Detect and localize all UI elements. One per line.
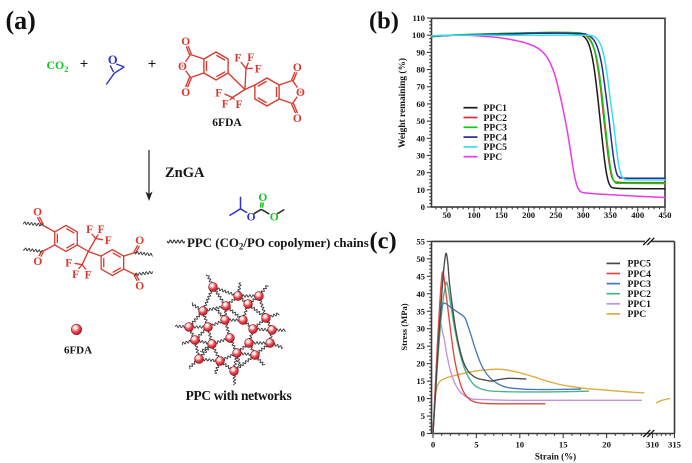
svg-text:PPC2: PPC2 [484, 113, 508, 124]
svg-text:PPC with networks: PPC with networks [186, 388, 292, 403]
svg-text:O: O [33, 207, 42, 219]
svg-text:+: + [148, 57, 157, 73]
svg-text:45: 45 [416, 271, 425, 281]
svg-text:0: 0 [421, 202, 426, 212]
svg-text:F: F [65, 257, 72, 269]
svg-text:40: 40 [416, 289, 425, 299]
svg-text:F: F [86, 224, 93, 236]
svg-text:O: O [181, 87, 190, 99]
svg-text:350: 350 [604, 210, 618, 220]
svg-text:100: 100 [468, 210, 482, 220]
svg-text:(b): (b) [369, 8, 399, 35]
svg-text:100: 100 [412, 30, 426, 40]
svg-text:PPC3: PPC3 [628, 279, 652, 290]
svg-text:30: 30 [416, 150, 425, 160]
svg-text:110: 110 [412, 13, 425, 23]
svg-text:F: F [72, 269, 79, 281]
svg-text:400: 400 [631, 210, 645, 220]
svg-text:F: F [85, 269, 92, 281]
svg-text:50: 50 [416, 116, 425, 126]
svg-text:310: 310 [646, 440, 660, 450]
svg-text:55: 55 [416, 236, 425, 246]
svg-text:6FDA: 6FDA [64, 345, 92, 357]
svg-text:O: O [258, 192, 267, 204]
svg-text:F: F [247, 52, 254, 64]
svg-text:50: 50 [442, 210, 451, 220]
svg-text:60: 60 [416, 99, 425, 109]
svg-text:O: O [178, 61, 187, 73]
svg-text:ZnGA: ZnGA [165, 165, 205, 181]
svg-text:O: O [296, 87, 305, 99]
svg-text:40: 40 [416, 133, 425, 143]
svg-text:150: 150 [495, 210, 509, 220]
svg-text:O: O [135, 235, 144, 247]
svg-text:10: 10 [416, 394, 425, 404]
svg-text:PPC: PPC [484, 152, 503, 163]
svg-text:80: 80 [416, 65, 425, 75]
svg-text:200: 200 [522, 210, 536, 220]
svg-text:Stress (MPa): Stress (MPa) [399, 303, 409, 350]
svg-text:PPC4: PPC4 [628, 269, 652, 280]
svg-text:(c): (c) [370, 228, 397, 255]
svg-text:0: 0 [431, 440, 436, 450]
svg-text:F: F [98, 224, 105, 236]
svg-text:35: 35 [416, 306, 425, 316]
svg-text:PPC1: PPC1 [484, 103, 508, 114]
svg-text:10: 10 [515, 440, 524, 450]
svg-text:F: F [222, 98, 229, 110]
svg-text:O: O [33, 256, 42, 268]
svg-text:5: 5 [474, 440, 479, 450]
svg-text:25: 25 [416, 341, 425, 351]
svg-text:O: O [135, 281, 144, 293]
svg-text:10: 10 [416, 185, 425, 195]
svg-text:20: 20 [602, 440, 611, 450]
svg-text:PPC5: PPC5 [484, 142, 508, 153]
svg-text:F: F [235, 99, 242, 111]
svg-text:PPC2: PPC2 [628, 289, 652, 300]
svg-text:5: 5 [421, 411, 426, 421]
svg-text:30: 30 [416, 324, 425, 334]
svg-text:20: 20 [416, 359, 425, 369]
svg-text:15: 15 [416, 376, 425, 386]
svg-text:250: 250 [549, 210, 563, 220]
svg-text:F: F [234, 53, 241, 65]
svg-text:20: 20 [416, 168, 425, 178]
svg-text:PPC4: PPC4 [484, 132, 508, 143]
svg-text:450: 450 [658, 210, 672, 220]
svg-text:(a): (a) [6, 6, 36, 35]
svg-text:O: O [181, 36, 190, 48]
svg-text:15: 15 [559, 440, 568, 450]
svg-text:Weight remaining (%): Weight remaining (%) [397, 58, 408, 148]
svg-text:PPC3: PPC3 [484, 123, 508, 134]
svg-text:+: + [80, 57, 89, 73]
svg-text:90: 90 [416, 47, 425, 57]
svg-text:Strain (%): Strain (%) [535, 452, 576, 462]
svg-text:315: 315 [668, 440, 682, 450]
svg-text:70: 70 [416, 82, 425, 92]
svg-text:PPC5: PPC5 [628, 259, 652, 270]
svg-text:PPC1: PPC1 [628, 299, 652, 310]
svg-text:F: F [255, 63, 262, 75]
svg-text:CO2: CO2 [47, 58, 69, 74]
svg-text:0: 0 [421, 429, 426, 439]
svg-text:50: 50 [416, 254, 425, 264]
svg-text:F: F [215, 88, 222, 100]
svg-text:O: O [108, 53, 118, 67]
svg-text:F: F [105, 235, 112, 247]
svg-text:6FDA: 6FDA [212, 117, 242, 129]
svg-text:PPC: PPC [628, 309, 647, 320]
svg-text:O: O [293, 113, 302, 125]
svg-text:PPC (CO2/PO copolymer) chains: PPC (CO2/PO copolymer) chains [187, 236, 369, 252]
svg-text:300: 300 [577, 210, 591, 220]
svg-text:O: O [293, 62, 302, 74]
